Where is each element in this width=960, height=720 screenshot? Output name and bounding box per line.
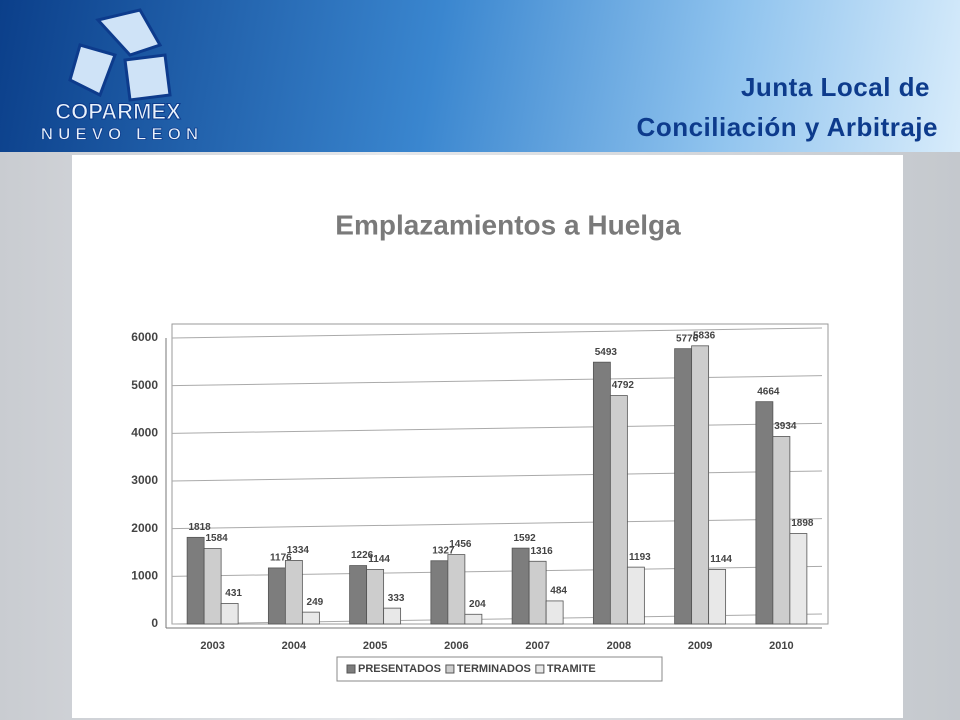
title-line: Conciliación y Arbitraje: [636, 112, 938, 142]
y-tick-label: 5000: [131, 378, 158, 392]
bar: [674, 348, 693, 625]
data-label: 249: [307, 597, 324, 608]
bar: [220, 603, 239, 625]
data-label: 484: [550, 586, 567, 597]
data-label: 1176: [270, 553, 292, 564]
data-label: 1456: [449, 539, 472, 550]
y-tick-label: 3000: [131, 473, 158, 487]
data-label: 1144: [710, 554, 732, 565]
data-label: 1818: [189, 522, 212, 533]
y-tick-label: 0: [151, 616, 158, 630]
data-label: 5836: [693, 330, 716, 341]
legend-swatch: [346, 664, 356, 674]
bar: [366, 569, 385, 625]
title-line: Junta Local de: [740, 72, 930, 102]
data-label: 5493: [595, 347, 618, 358]
bar: [626, 566, 645, 625]
bar: [511, 547, 530, 625]
bar: [284, 560, 303, 625]
bar: [430, 560, 449, 625]
logo-name: COPARMEX: [55, 99, 181, 124]
x-tick-label: 2008: [607, 640, 631, 652]
legend-label: PRESENTADOS: [358, 663, 441, 675]
bar: [301, 611, 320, 625]
data-label: 1584: [206, 533, 229, 544]
data-label: 1144: [368, 554, 390, 565]
legend-label: TERMINADOS: [457, 663, 531, 675]
bar: [203, 548, 222, 625]
bar: [186, 536, 205, 625]
bar: [464, 613, 483, 625]
bar: [691, 345, 710, 625]
data-label: 1898: [791, 518, 814, 529]
data-label: 3934: [774, 421, 797, 432]
data-label: 333: [388, 593, 405, 604]
x-tick-label: 2009: [688, 640, 712, 652]
data-label: 1327: [432, 545, 455, 556]
grid-line: [171, 375, 823, 387]
legend-label: TRAMITE: [547, 663, 596, 675]
bar: [528, 560, 547, 625]
data-label: 1226: [351, 550, 374, 561]
data-label: 1193: [629, 552, 651, 563]
grid-line: [171, 470, 823, 482]
x-tick-label: 2005: [363, 640, 387, 652]
bar: [545, 600, 564, 625]
data-label: 4792: [612, 380, 635, 391]
x-tick-label: 2006: [444, 640, 468, 652]
data-label: 5776: [676, 333, 699, 344]
chart-title: Emplazamientos a Huelga: [335, 209, 681, 240]
legend-swatch: [445, 664, 455, 674]
y-tick-label: 1000: [131, 569, 158, 583]
bar: [592, 361, 611, 625]
y-tick-label: 6000: [131, 330, 158, 344]
legend-swatch: [535, 664, 545, 674]
data-label: 431: [225, 588, 242, 599]
bar: [267, 567, 286, 625]
x-tick-label: 2003: [200, 640, 224, 652]
logo: COPARMEX NUEVO LEON: [40, 8, 203, 144]
bar: [789, 533, 808, 625]
bar: [447, 554, 466, 625]
data-label: 1592: [514, 533, 537, 544]
grid-line: [171, 422, 823, 434]
plot-back: [171, 323, 829, 625]
x-tick-label: 2007: [525, 640, 549, 652]
bar: [609, 395, 628, 625]
x-tick-label: 2004: [282, 640, 307, 652]
header: COPARMEX NUEVO LEON Junta Local de Conci…: [0, 0, 960, 152]
y-tick-label: 4000: [131, 426, 158, 440]
bar: [349, 565, 368, 625]
legend-box: [336, 656, 663, 682]
data-label: 204: [469, 599, 486, 610]
chart: Emplazamientos a Huelga 0 1000 2000 3000 400…: [72, 155, 903, 718]
bar: [772, 436, 791, 625]
data-label: 1316: [531, 546, 554, 557]
logo-region: NUEVO LEON: [41, 124, 203, 143]
x-tick-label: 2010: [769, 640, 793, 652]
bar: [383, 607, 402, 625]
data-label: 1334: [287, 545, 310, 556]
data-label: 4664: [757, 386, 780, 397]
grid-line: [171, 327, 823, 339]
y-tick-label: 2000: [131, 521, 158, 535]
bar: [708, 569, 727, 625]
grid-line: [171, 518, 823, 530]
bar: [755, 401, 774, 625]
